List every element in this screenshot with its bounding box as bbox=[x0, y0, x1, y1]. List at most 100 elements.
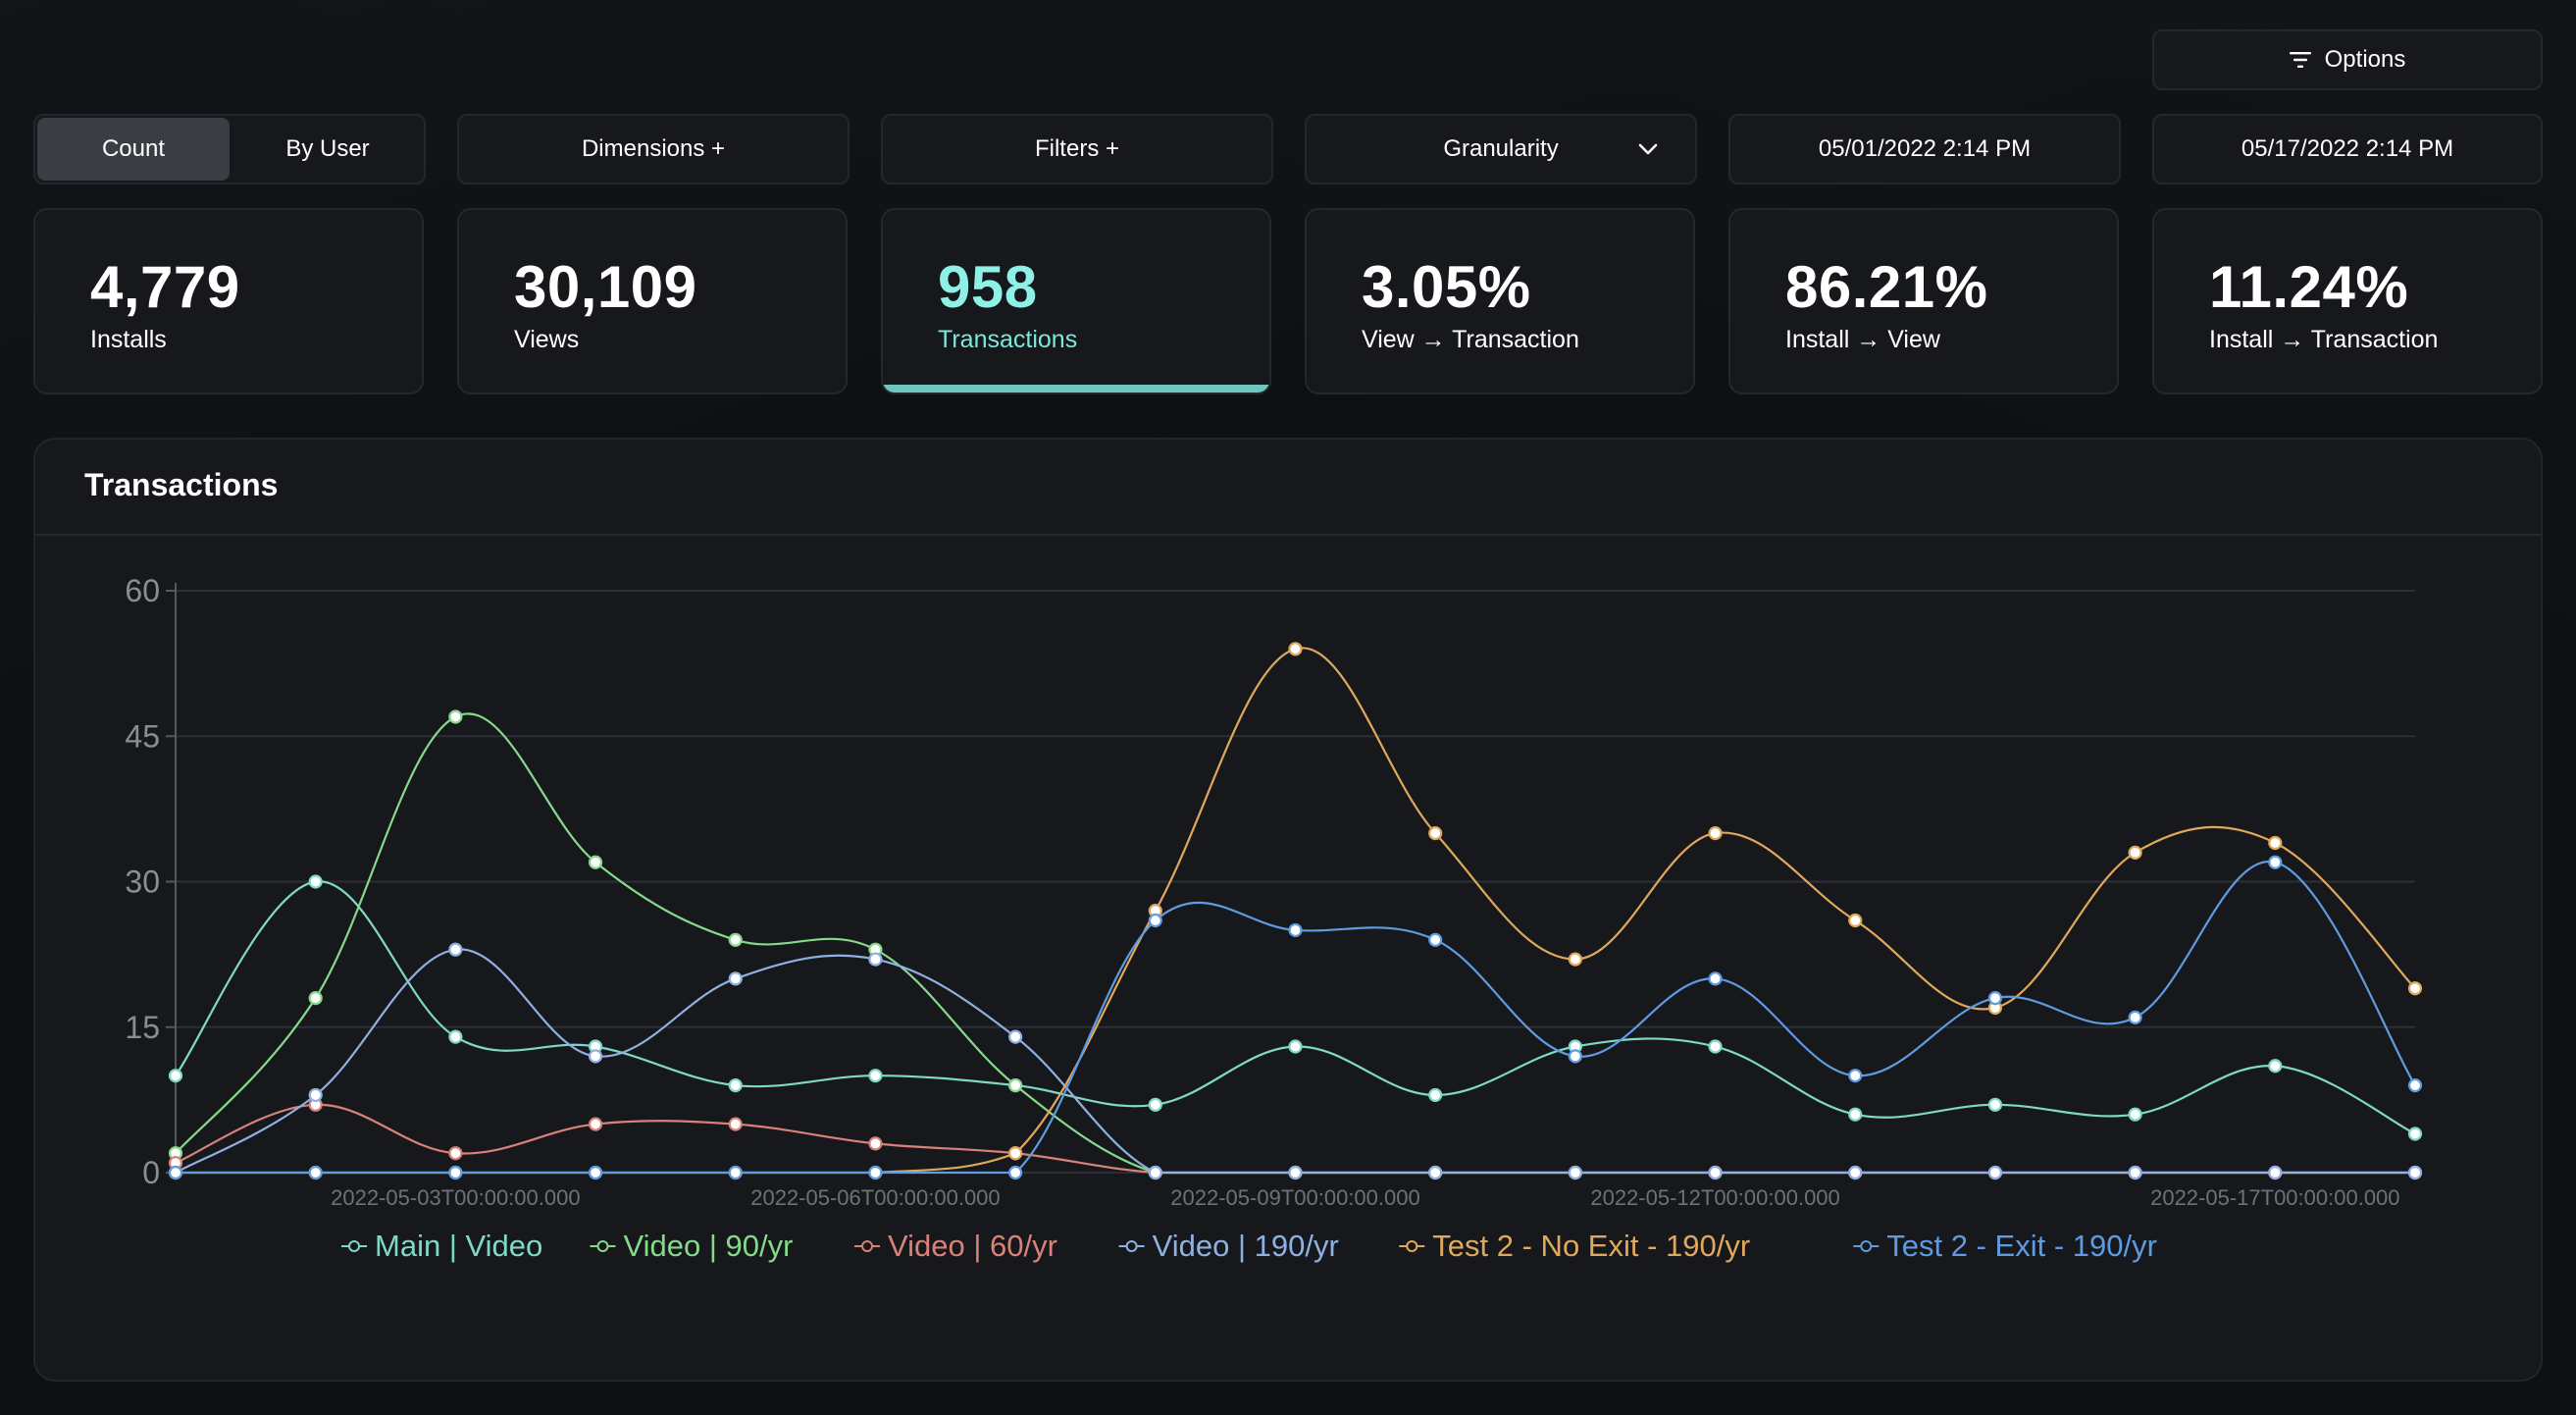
data-point bbox=[728, 1165, 743, 1180]
data-point bbox=[1008, 1029, 1023, 1044]
stat-label: Transactions bbox=[938, 326, 1078, 353]
stat-card-install-view[interactable]: 86.21% Install → View bbox=[1728, 208, 2119, 394]
dimensions-button[interactable]: Dimensions + bbox=[457, 114, 850, 184]
start-date-picker[interactable]: 05/01/2022 2:14 PM bbox=[1728, 114, 2121, 184]
data-point bbox=[1428, 932, 1443, 947]
granularity-select[interactable]: Granularity bbox=[1305, 114, 1697, 184]
toggle-by-user[interactable]: By User bbox=[285, 135, 370, 162]
stat-card-transactions[interactable]: 958 Transactions bbox=[881, 208, 1271, 394]
data-point bbox=[1148, 1165, 1162, 1180]
legend-marker bbox=[348, 1240, 361, 1252]
x-tick-label: 2022-05-12T00:00:00.000 bbox=[1590, 1185, 1839, 1210]
data-point bbox=[448, 942, 463, 957]
data-point bbox=[2407, 1165, 2423, 1180]
data-point bbox=[868, 1165, 883, 1180]
stat-label: Install → Transaction bbox=[2209, 326, 2439, 353]
data-point bbox=[1568, 1165, 1582, 1180]
stat-card-view-transaction[interactable]: 3.05% View → Transaction bbox=[1305, 208, 1695, 394]
data-point bbox=[1428, 1087, 1443, 1103]
data-point bbox=[448, 1029, 463, 1044]
legend-marker bbox=[596, 1240, 609, 1252]
data-point bbox=[1708, 971, 1723, 986]
granularity-label: Granularity bbox=[1443, 135, 1559, 162]
filter-icon bbox=[2289, 51, 2311, 69]
series-line bbox=[175, 861, 2416, 1175]
series-line bbox=[175, 647, 2416, 1175]
toggle-count[interactable]: Count bbox=[37, 118, 230, 181]
count-mode-toggle: Count By User bbox=[33, 114, 426, 184]
data-point bbox=[2407, 1127, 2423, 1141]
filters-label: Filters + bbox=[1034, 135, 1119, 162]
options-button[interactable]: Options bbox=[2152, 29, 2543, 90]
y-tick-label: 15 bbox=[125, 1010, 160, 1045]
data-point bbox=[1288, 1039, 1303, 1054]
data-point bbox=[2268, 855, 2283, 869]
data-point bbox=[308, 1165, 323, 1180]
x-tick-label: 2022-05-06T00:00:00.000 bbox=[750, 1185, 1000, 1210]
data-point bbox=[1148, 1097, 1162, 1112]
data-point bbox=[448, 1165, 463, 1180]
data-point bbox=[1987, 990, 2003, 1006]
data-point bbox=[588, 1117, 603, 1131]
data-point bbox=[448, 1146, 463, 1161]
series-line bbox=[175, 712, 2415, 1175]
data-point bbox=[1708, 1039, 1723, 1054]
transactions-panel: Transactions 0 15 30 45 60 2022-05-03T00:00:0… bbox=[33, 438, 2543, 1382]
transactions-chart: 0 15 30 45 60 2022-05-03T00:00:00.000 2022-05-… bbox=[125, 573, 2423, 1263]
data-point bbox=[1848, 1069, 1863, 1083]
end-date-picker[interactable]: 05/17/2022 2:14 PM bbox=[2152, 114, 2543, 184]
data-point bbox=[2268, 1059, 2283, 1074]
data-point bbox=[868, 952, 883, 967]
data-point bbox=[1288, 642, 1303, 656]
data-point bbox=[1568, 952, 1582, 967]
x-tick-label: 2022-05-17T00:00:00.000 bbox=[2150, 1185, 2399, 1210]
y-tick-label: 45 bbox=[125, 718, 160, 754]
data-point bbox=[1288, 1165, 1303, 1180]
legend-marker bbox=[1125, 1240, 1138, 1252]
data-point bbox=[308, 874, 323, 889]
data-point bbox=[1008, 1146, 1023, 1161]
data-point bbox=[588, 855, 603, 869]
data-point bbox=[1008, 1165, 1023, 1180]
data-point bbox=[2128, 845, 2142, 860]
data-point bbox=[1848, 1165, 1863, 1180]
data-point bbox=[168, 1165, 183, 1180]
data-point bbox=[1148, 913, 1162, 928]
stat-card-install-transaction[interactable]: 11.24% Install → Transaction bbox=[2152, 208, 2543, 394]
stat-label: Views bbox=[514, 326, 580, 353]
options-label: Options bbox=[2324, 46, 2406, 73]
stat-label: View → Transaction bbox=[1362, 326, 1579, 353]
active-indicator bbox=[883, 385, 1269, 393]
stat-value: 86.21% bbox=[1785, 254, 1988, 320]
legend-label: Test 2 - Exit - 190/yr bbox=[1886, 1229, 2157, 1263]
data-point bbox=[1428, 825, 1443, 841]
end-date-value: 05/17/2022 2:14 PM bbox=[2241, 135, 2454, 162]
data-point bbox=[728, 1117, 743, 1131]
series-line bbox=[175, 948, 2415, 1175]
stat-value: 11.24% bbox=[2209, 254, 2409, 320]
stat-value: 30,109 bbox=[514, 254, 697, 320]
filters-button[interactable]: Filters + bbox=[881, 114, 1273, 184]
data-point bbox=[308, 1087, 323, 1103]
data-point bbox=[2407, 981, 2423, 996]
stat-value: 3.05% bbox=[1362, 254, 1531, 320]
stat-card-views[interactable]: 30,109 Views bbox=[457, 208, 848, 394]
legend-label: Video | 190/yr bbox=[1153, 1229, 1339, 1263]
data-point bbox=[168, 1069, 183, 1083]
data-point bbox=[728, 1077, 743, 1093]
data-point bbox=[2128, 1010, 2142, 1024]
y-tick-label: 30 bbox=[125, 865, 160, 900]
stat-card-installs[interactable]: 4,779 Installs bbox=[33, 208, 424, 394]
data-point bbox=[448, 709, 463, 724]
chevron-down-icon bbox=[1636, 137, 1660, 168]
data-point bbox=[1708, 1165, 1723, 1180]
data-point bbox=[1848, 1107, 1863, 1122]
panel-divider bbox=[35, 534, 2541, 536]
stat-label: Installs bbox=[90, 326, 167, 353]
stat-label: Install → View bbox=[1785, 326, 1940, 353]
data-point bbox=[1008, 1077, 1023, 1093]
legend-marker bbox=[1860, 1240, 1873, 1252]
x-tick-label: 2022-05-03T00:00:00.000 bbox=[331, 1185, 580, 1210]
data-point bbox=[728, 932, 743, 947]
data-point bbox=[2128, 1107, 2142, 1122]
